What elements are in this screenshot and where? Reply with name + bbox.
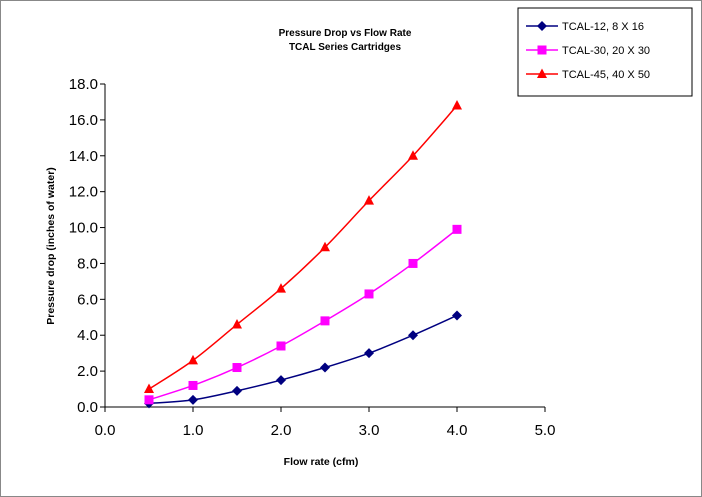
diamond-marker xyxy=(320,362,330,373)
triangle-marker xyxy=(276,283,286,293)
series-3 xyxy=(144,100,462,394)
y-tick-label: 4.0 xyxy=(77,327,98,344)
x-tick-label: 1.0 xyxy=(183,422,204,439)
diamond-marker xyxy=(408,330,418,341)
x-tick-label: 3.0 xyxy=(359,422,380,439)
diamond-marker xyxy=(188,394,198,405)
legend-entry-1: TCAL-12, 8 X 16 xyxy=(526,21,644,33)
diamond-marker xyxy=(276,375,286,386)
y-tick-label: 6.0 xyxy=(77,291,98,308)
chart-subtitle: TCAL Series Cartridges xyxy=(289,42,402,53)
x-axis-ticks: 0.0 1.0 2.0 3.0 4.0 5.0 xyxy=(95,407,556,439)
y-tick-label: 14.0 xyxy=(69,148,98,165)
x-axis-title: Flow rate (cfm) xyxy=(284,456,359,468)
triangle-marker xyxy=(232,318,242,329)
triangle-marker xyxy=(188,354,198,365)
square-marker xyxy=(320,316,330,326)
square-marker xyxy=(188,380,198,390)
legend-label: TCAL-30, 20 X 30 xyxy=(562,45,650,57)
y-tick-label: 12.0 xyxy=(69,184,98,201)
chart-title: Pressure Drop vs Flow Rate xyxy=(279,28,412,39)
square-marker xyxy=(232,363,242,373)
series-layer xyxy=(144,100,462,409)
x-tick-label: 4.0 xyxy=(447,422,468,439)
square-marker xyxy=(144,395,154,405)
y-tick-label: 0.0 xyxy=(77,399,98,416)
legend-label: TCAL-45, 40 X 50 xyxy=(562,69,650,81)
series-2 xyxy=(144,224,462,405)
x-tick-label: 0.0 xyxy=(95,422,116,439)
axes xyxy=(104,84,545,408)
square-marker xyxy=(537,45,547,55)
x-tick-label: 5.0 xyxy=(535,422,556,439)
triangle-marker xyxy=(408,150,418,160)
y-tick-label: 2.0 xyxy=(77,363,98,380)
y-axis-ticks: 0.0 2.0 4.0 6.0 8.0 10.0 12.0 14.0 16.0 18.0 xyxy=(69,76,105,416)
x-tick-label: 2.0 xyxy=(271,422,292,439)
triangle-marker xyxy=(364,195,374,205)
diamond-marker xyxy=(537,21,547,31)
series-line xyxy=(148,105,458,390)
legend-label: TCAL-12, 8 X 16 xyxy=(562,21,644,33)
legend-entry-3: TCAL-45, 40 X 50 xyxy=(526,68,650,81)
diamond-marker xyxy=(364,348,374,359)
y-tick-label: 18.0 xyxy=(69,76,98,93)
legend-items: TCAL-12, 8 X 16 TCAL-30, 20 X 30 TCAL-45, … xyxy=(526,21,650,81)
y-tick-label: 16.0 xyxy=(69,112,98,129)
square-marker xyxy=(408,258,418,268)
legend-box xyxy=(517,7,693,97)
y-tick-label: 10.0 xyxy=(69,220,98,237)
square-marker xyxy=(276,341,286,351)
legend-entry-2: TCAL-30, 20 X 30 xyxy=(526,45,650,57)
y-tick-label: 8.0 xyxy=(77,255,98,272)
legend: TCAL-12, 8 X 16 TCAL-30, 20 X 30 TCAL-45, … xyxy=(517,7,693,97)
diamond-marker xyxy=(232,385,242,396)
triangle-marker xyxy=(452,100,462,110)
triangle-marker xyxy=(144,383,154,394)
triangle-marker xyxy=(320,241,330,252)
series-1 xyxy=(144,310,462,409)
square-marker xyxy=(452,224,462,234)
square-marker xyxy=(364,289,374,299)
diamond-marker xyxy=(452,310,462,321)
y-axis-title: Pressure drop (inches of water) xyxy=(45,167,57,325)
triangle-marker xyxy=(537,68,547,78)
